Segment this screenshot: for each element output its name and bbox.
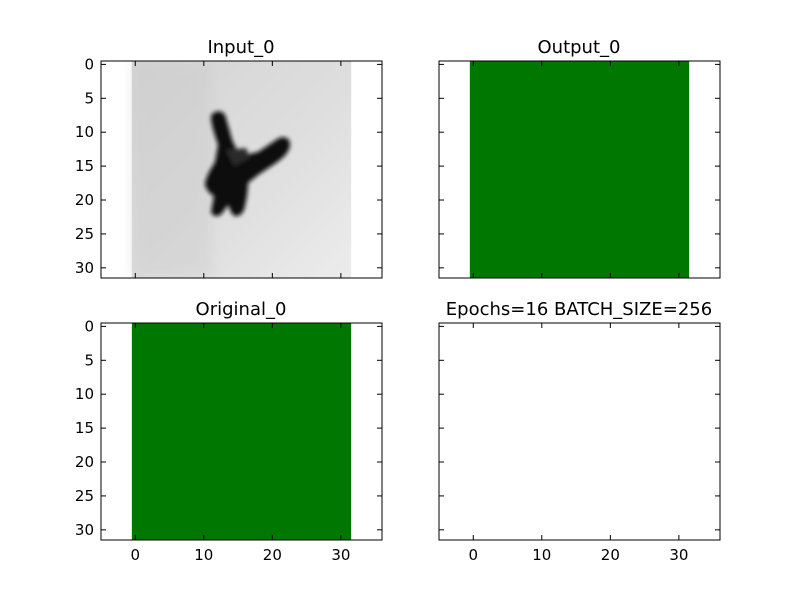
image-pixels xyxy=(469,61,690,278)
x-tick-label: 0 xyxy=(130,546,140,564)
y-tick-label: 25 xyxy=(75,225,94,243)
axes-frame xyxy=(438,60,721,279)
x-tick-label: 20 xyxy=(263,546,282,564)
subplot-title: Epochs=16 BATCH_SIZE=256 xyxy=(446,299,712,320)
axes-frame: 0 5 10 15 20 25 30 xyxy=(75,55,383,279)
axes-frame: 0 10 20 30 xyxy=(438,322,721,564)
y-tick-label: 15 xyxy=(75,157,94,175)
subplot-params: Epochs=16 BATCH_SIZE=256 0 10 20 30 xyxy=(438,299,721,564)
y-tick-label: 5 xyxy=(84,351,94,369)
image-input xyxy=(131,61,352,278)
y-tick-label: 30 xyxy=(75,259,94,277)
x-tick-label: 20 xyxy=(601,546,620,564)
axes-spines xyxy=(438,322,721,541)
y-tick-label: 15 xyxy=(75,419,94,437)
y-tick-label: 0 xyxy=(84,55,94,73)
subplot-output: Output_0 xyxy=(438,37,721,279)
axes-spines xyxy=(100,60,383,279)
x-tick-label: 30 xyxy=(669,546,688,564)
subplot-input: Input_0 0 5 10 15 20 25 30 xyxy=(75,37,383,279)
image-output xyxy=(469,61,690,278)
x-tick-label: 10 xyxy=(194,546,213,564)
axes-frame: 0 10 20 30 0 5 10 15 20 25 30 xyxy=(75,317,383,564)
y-tick-label: 10 xyxy=(75,385,94,403)
axes-spines xyxy=(100,322,383,541)
y-tick-label: 20 xyxy=(75,191,94,209)
subplot-title: Input_0 xyxy=(207,37,274,58)
input-image-shade xyxy=(131,61,212,278)
y-tick-label: 30 xyxy=(75,521,94,539)
x-tick-label: 0 xyxy=(468,546,478,564)
y-tick-label: 5 xyxy=(84,89,94,107)
aircraft-silhouette-icon xyxy=(205,111,290,217)
subplot-title: Output_0 xyxy=(538,37,621,58)
image-pixels xyxy=(131,323,352,540)
x-tick-label: 30 xyxy=(331,546,350,564)
y-tick-label: 20 xyxy=(75,453,94,471)
subplot-title: Original_0 xyxy=(196,299,287,320)
x-tick-label: 10 xyxy=(532,546,551,564)
y-tick-label: 0 xyxy=(84,317,94,335)
subplot-original: Original_0 0 10 20 30 0 5 10 15 20 25 30 xyxy=(75,299,383,564)
y-tick-label: 10 xyxy=(75,123,94,141)
image-original xyxy=(131,323,352,540)
axes-spines xyxy=(438,60,721,279)
y-tick-label: 25 xyxy=(75,487,94,505)
